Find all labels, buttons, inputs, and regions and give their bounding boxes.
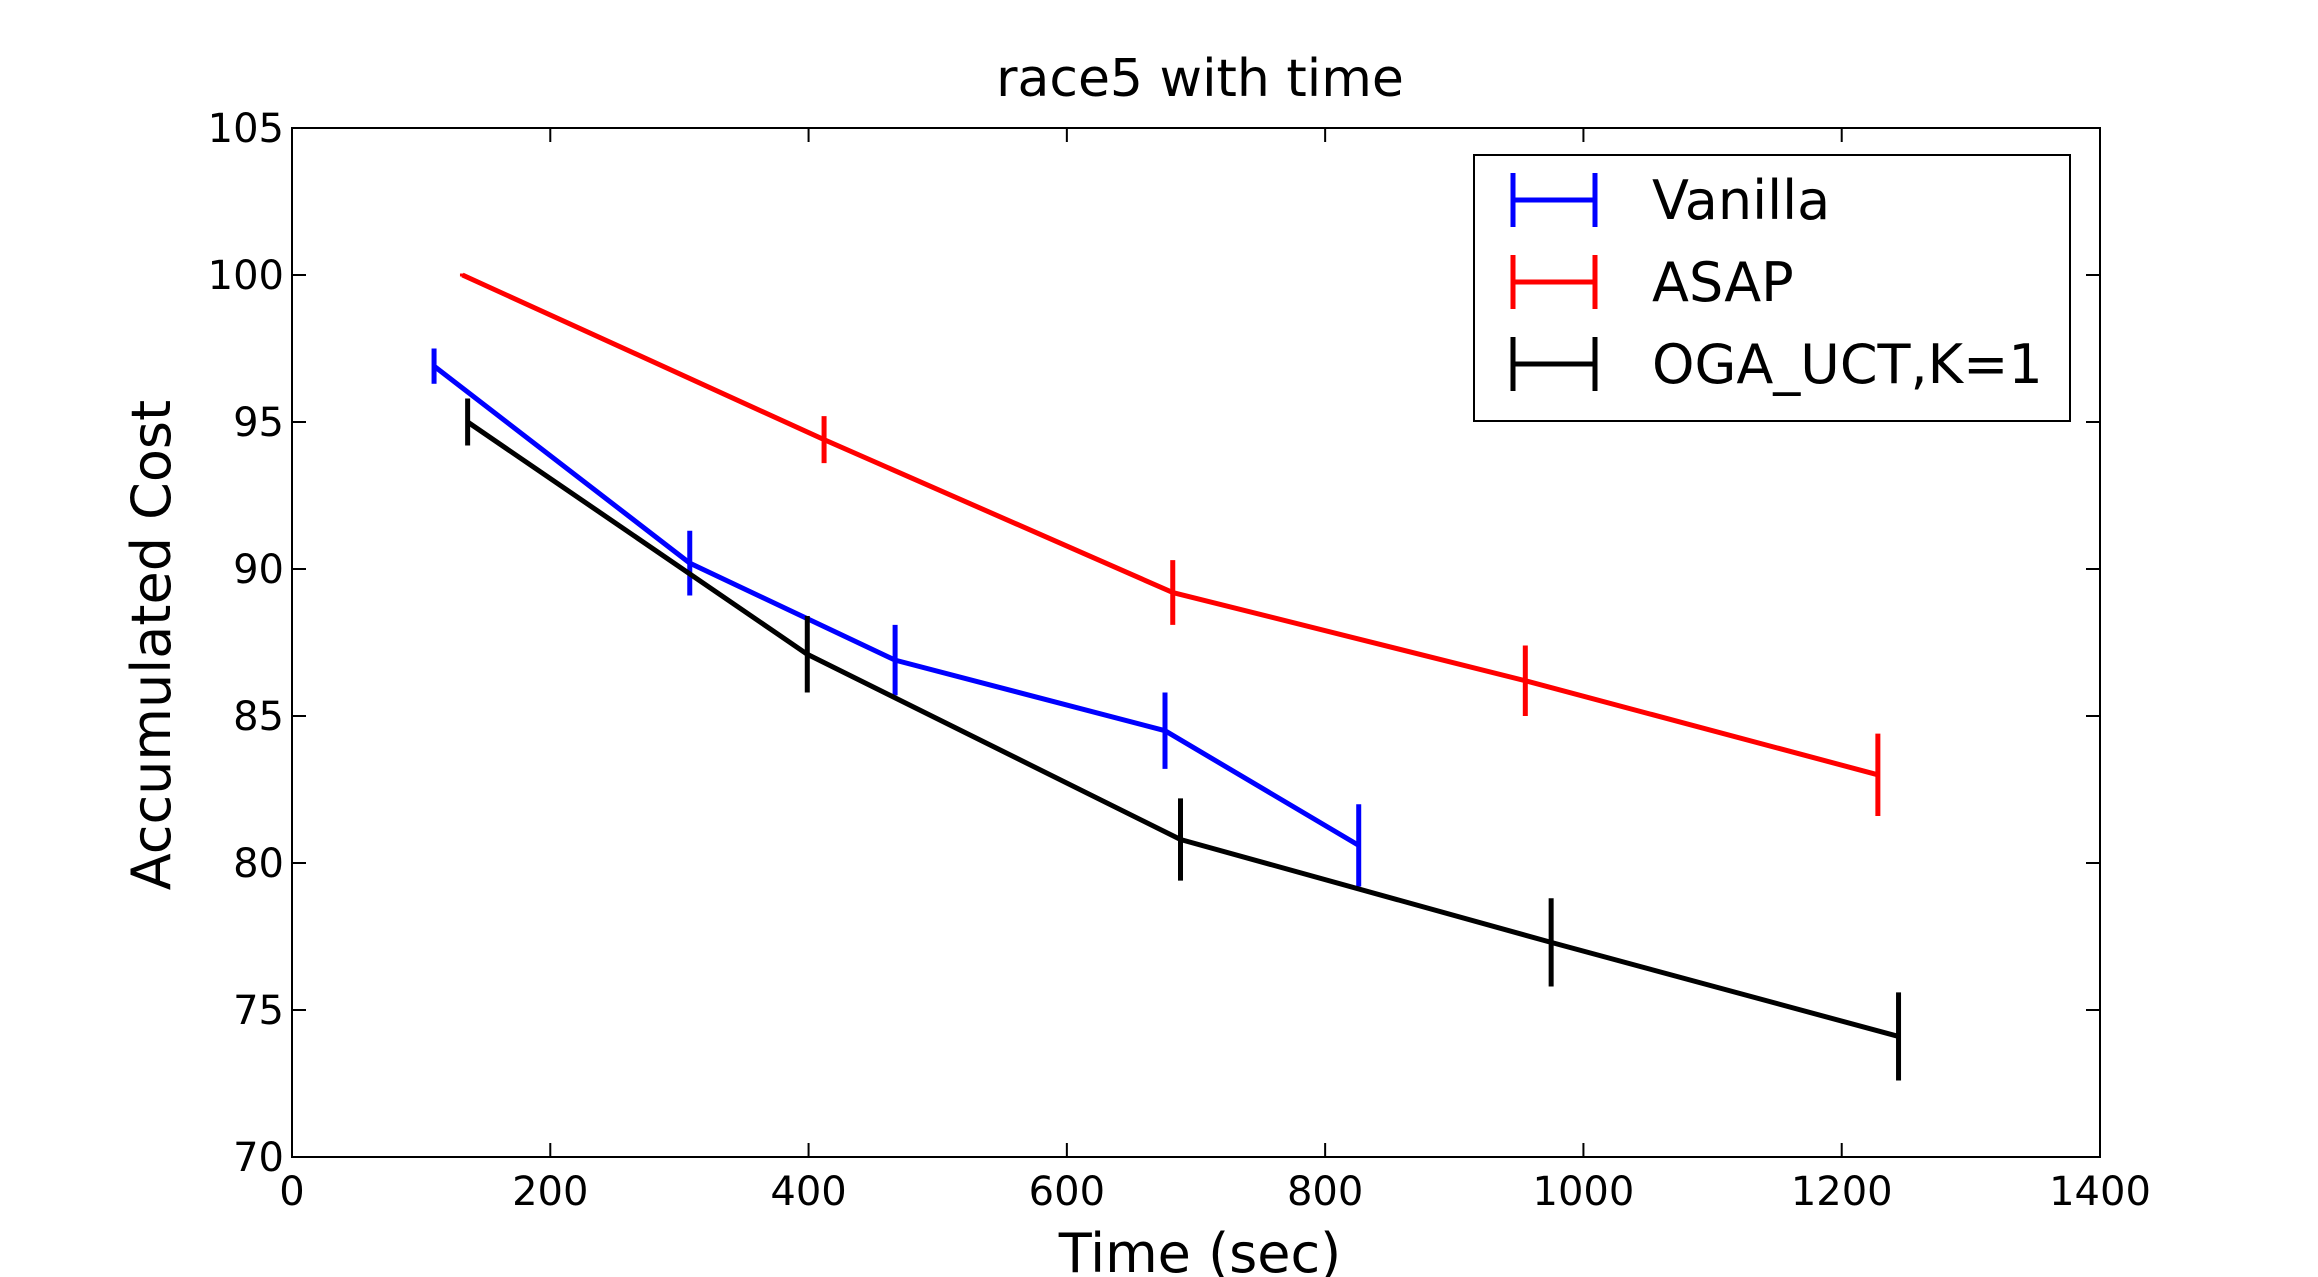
- axis-ticks: 0 200 400 600 800 1000 1200 1400 70 75 80 85 90 95 100…: [208, 106, 2151, 1215]
- data-point: [1357, 843, 1361, 847]
- series-0: [431, 348, 1362, 887]
- data-point: [1549, 940, 1553, 944]
- series-1: [459, 272, 1881, 816]
- y-tick-label: 80: [233, 841, 284, 887]
- data-point: [1897, 1034, 1901, 1038]
- chart-title: race5 with time: [996, 49, 1404, 109]
- legend-entry-1: ASAP: [1510, 251, 1794, 314]
- y-axis-label: Accumulated Cost: [120, 400, 183, 890]
- x-axis-label: Time (sec): [1058, 1222, 1342, 1277]
- y-tick-label: 85: [233, 694, 284, 740]
- legend: Vanilla ASAP OGA_UCT,K=1: [1473, 154, 2071, 422]
- legend-entry-0: Vanilla: [1510, 169, 1830, 232]
- y-tick-label: 75: [233, 988, 284, 1034]
- data-point: [822, 438, 826, 442]
- legend-entries: Vanilla ASAP OGA_UCT,K=1: [1510, 169, 2043, 396]
- y-tick-label: 95: [233, 400, 284, 446]
- data-point: [1179, 837, 1183, 841]
- legend-label: ASAP: [1652, 251, 1794, 314]
- x-tick-label: 800: [1287, 1169, 1363, 1215]
- x-tick-label: 600: [1029, 1169, 1105, 1215]
- data-point: [805, 652, 809, 656]
- data-point: [466, 420, 470, 424]
- legend-label: Vanilla: [1652, 169, 1830, 232]
- x-tick-label: 1400: [2049, 1169, 2151, 1215]
- x-tick-label: 1200: [1791, 1169, 1893, 1215]
- data-point: [432, 364, 436, 368]
- data-point: [460, 273, 464, 277]
- data-point: [688, 561, 692, 565]
- y-tick-label: 70: [233, 1135, 284, 1181]
- data-point: [1163, 729, 1167, 733]
- y-tick-label: 100: [208, 253, 284, 299]
- data-point: [1876, 773, 1880, 777]
- x-tick-label: 200: [512, 1169, 588, 1215]
- y-tick-label: 105: [208, 106, 284, 152]
- data-point: [1171, 591, 1175, 595]
- series-line: [466, 419, 1900, 1039]
- x-tick-label: 400: [770, 1169, 846, 1215]
- y-tick-label: 90: [233, 547, 284, 593]
- legend-entry-2: OGA_UCT,K=1: [1510, 333, 2043, 396]
- data-point: [1523, 679, 1527, 683]
- x-tick-label: 1000: [1533, 1169, 1635, 1215]
- plot-series: [431, 272, 1902, 1081]
- plot-frame: [291, 127, 2101, 1158]
- legend-label: OGA_UCT,K=1: [1652, 333, 2043, 396]
- data-point: [893, 658, 897, 662]
- x-tick-label: 0: [279, 1169, 304, 1215]
- series-2: [465, 398, 1902, 1081]
